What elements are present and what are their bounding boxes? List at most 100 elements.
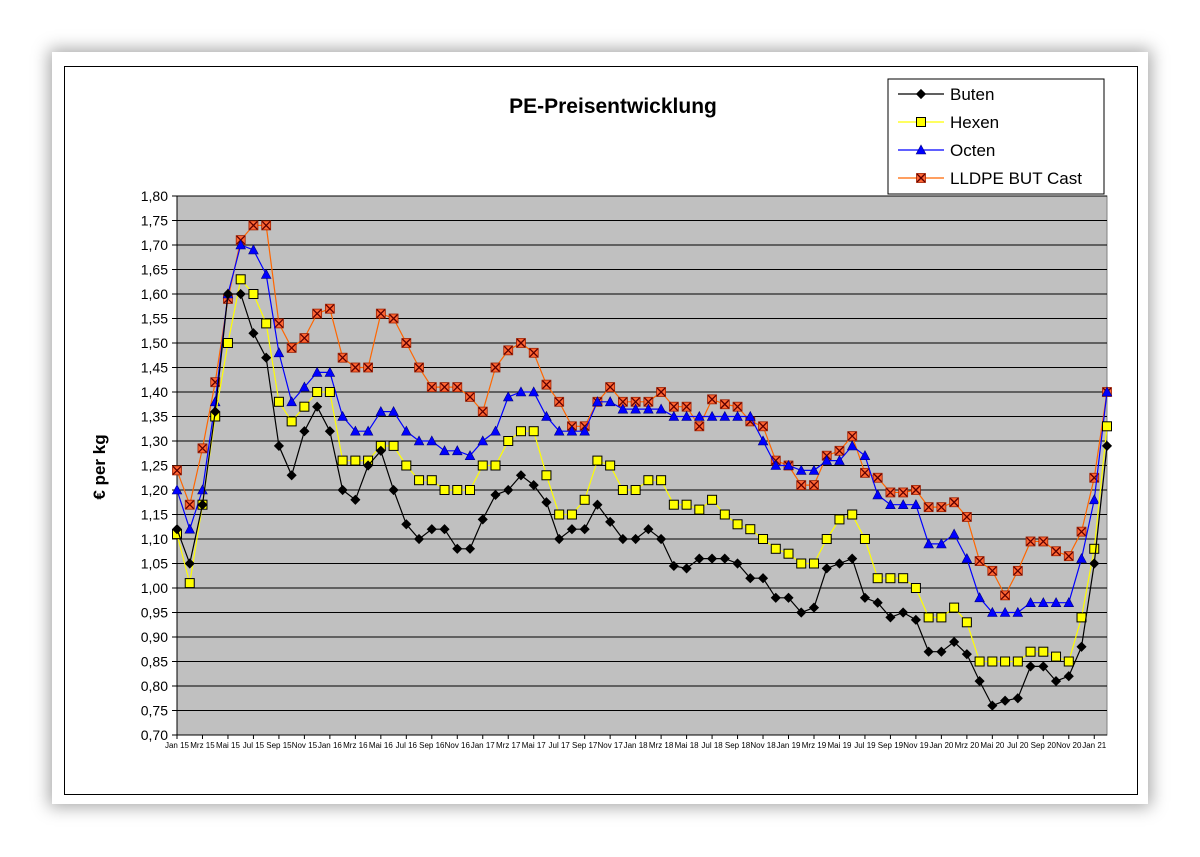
data-point-hexen: [923, 612, 934, 623]
data-point-hexen: [885, 573, 896, 584]
data-point-buten: [949, 636, 960, 647]
y-tick-label: 0,95: [141, 605, 168, 621]
marker-cross-b: [873, 473, 883, 483]
data-point-buten: [554, 533, 565, 545]
data-point-octen: [948, 528, 960, 539]
x-tick-label: Jul 17: [549, 741, 571, 750]
marker-cross-b: [987, 566, 997, 576]
data-point-hexen: [426, 475, 437, 486]
data-point-hexen: [872, 573, 883, 584]
data-point-lldpe-but-cast: [847, 431, 858, 442]
data-point-buten: [1063, 671, 1074, 682]
y-tick-label: 0,90: [141, 629, 168, 645]
data-point-hexen: [503, 436, 514, 446]
data-point-lldpe-but-cast: [172, 465, 182, 476]
chart-title: PE-Preisentwicklung: [509, 95, 717, 118]
y-tick-label: 1,70: [141, 237, 168, 253]
data-point-hexen: [770, 543, 781, 554]
data-point-lldpe-but-cast: [554, 396, 565, 407]
marker-cross-b: [1077, 527, 1086, 537]
data-point-octen: [375, 405, 387, 416]
y-tick-label: 1,40: [141, 384, 168, 400]
data-point-hexen: [528, 426, 539, 437]
data-point-lldpe-but-cast: [312, 308, 323, 319]
marker-cross-b: [248, 220, 258, 230]
data-point-buten: [375, 445, 386, 456]
data-point-buten: [1038, 661, 1049, 672]
data-point-buten: [273, 440, 284, 451]
data-point-buten: [286, 470, 297, 481]
data-point-buten: [872, 597, 883, 608]
data-point-lldpe-but-cast: [605, 382, 616, 393]
data-point-octen: [630, 403, 641, 414]
y-tick-label: 1,60: [141, 286, 168, 302]
data-point-lldpe-but-cast: [528, 347, 539, 358]
data-point-lldpe-but-cast: [758, 421, 768, 432]
data-point-buten: [770, 592, 781, 603]
data-point-lldpe-but-cast: [452, 382, 463, 393]
legend-label-hexen: Hexen: [950, 113, 999, 132]
data-point-lldpe-but-cast: [949, 497, 960, 508]
data-point-octen: [846, 440, 858, 451]
data-point-hexen: [1051, 651, 1062, 662]
data-point-buten: [847, 553, 858, 564]
data-point-buten: [426, 524, 437, 535]
data-point-hexen: [656, 475, 667, 486]
data-point-lldpe-but-cast: [796, 480, 807, 491]
data-point-lldpe-but-cast: [681, 401, 692, 412]
data-point-octen: [464, 450, 476, 461]
data-point-buten: [898, 607, 909, 618]
data-point-octen: [1101, 386, 1113, 397]
data-point-octen: [477, 435, 489, 446]
data-point-buten: [961, 649, 972, 660]
data-point-octen: [299, 381, 310, 392]
data-point-octen: [744, 410, 756, 421]
data-point-octen: [795, 464, 807, 475]
data-point-buten: [184, 558, 195, 569]
data-point-hexen: [579, 494, 590, 505]
x-tick-label: Sep 20: [1031, 741, 1057, 750]
data-point-hexen: [273, 396, 284, 407]
legend-label-octen: Octen: [950, 141, 995, 160]
data-point-octen: [923, 538, 934, 549]
marker-cross-b: [694, 421, 704, 431]
data-point-hexen: [1076, 612, 1087, 623]
data-point-octen: [1038, 597, 1049, 608]
data-point-buten: [337, 484, 348, 496]
data-point-lldpe-but-cast: [388, 313, 399, 324]
data-point-lldpe-but-cast: [184, 499, 195, 510]
data-point-hexen: [745, 524, 756, 535]
data-point-octen: [324, 366, 336, 377]
x-tick-label: Nov 19: [903, 741, 929, 750]
data-point-hexen: [388, 440, 399, 451]
data-point-buten: [1012, 693, 1023, 704]
data-point-buten: [401, 519, 412, 530]
x-tick-label: Jul 19: [854, 741, 876, 750]
y-tick-label: 1,20: [141, 482, 168, 498]
data-point-lldpe-but-cast: [1051, 546, 1061, 557]
data-point-octen: [694, 410, 705, 421]
data-point-octen: [897, 499, 909, 510]
x-tick-label: Jan 15: [165, 741, 190, 750]
x-tick-label: Jan 20: [929, 741, 954, 750]
data-point-hexen: [987, 656, 998, 667]
x-tick-label: Mai 16: [369, 741, 394, 750]
data-point-hexen: [719, 509, 730, 520]
data-point-octen: [757, 435, 769, 446]
data-point-octen: [655, 403, 667, 414]
data-point-lldpe-but-cast: [477, 406, 488, 417]
data-point-octen: [184, 523, 196, 534]
data-point-buten: [350, 494, 361, 505]
data-point-lldpe-but-cast: [860, 467, 870, 478]
data-point-buten: [261, 352, 272, 363]
data-point-hexen: [630, 485, 641, 495]
marker-cross-b: [924, 502, 934, 512]
marker-cross-b: [1026, 536, 1036, 546]
data-point-hexen: [541, 470, 552, 481]
data-point-octen: [668, 410, 680, 421]
data-point-lldpe-but-cast: [401, 338, 412, 348]
data-point-buten: [923, 646, 934, 657]
data-point-lldpe-but-cast: [350, 362, 361, 373]
data-point-lldpe-but-cast: [337, 352, 348, 363]
marker-cross-b: [860, 468, 870, 478]
